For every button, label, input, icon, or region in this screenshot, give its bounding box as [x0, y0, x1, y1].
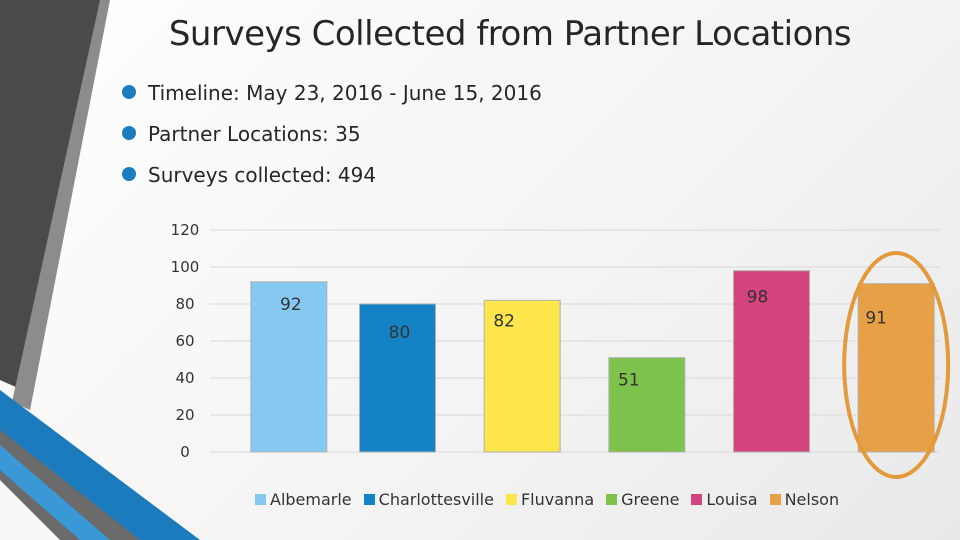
decoration-dark-stripe [0, 0, 100, 388]
y-tick-label: 40 [175, 369, 194, 387]
data-label-albemarle: 92 [280, 295, 302, 315]
legend-swatch [505, 494, 517, 505]
y-tick-label: 60 [175, 332, 194, 350]
legend-label: Fluvanna [520, 490, 595, 509]
legend-swatch [691, 494, 703, 505]
y-tick-label: 120 [171, 221, 200, 239]
bullet-list: Timeline: May 23, 2016 - June 15, 2016 P… [120, 76, 542, 199]
slide-title: Surveys Collected from Partner Locations [168, 14, 852, 54]
legend-swatch [769, 494, 781, 505]
highlight-ellipse [842, 251, 951, 479]
bullet-partner-locations: Partner Locations: 35 [120, 117, 542, 158]
data-label-nelson: 91 [865, 309, 887, 329]
bar-fluvanna [483, 299, 561, 453]
legend-label: Nelson [784, 490, 840, 509]
bullet-text: Partner Locations: 35 [148, 122, 361, 146]
legend-label: Louisa [706, 490, 758, 509]
legend-swatch [363, 494, 375, 505]
chart-legend: Albemarle Charlottesville Fluvanna Greene Lo… [255, 490, 839, 509]
bar-nelson [857, 283, 935, 453]
bar-greene [608, 357, 686, 453]
legend-label: Albemarle [270, 490, 352, 509]
bullet-dot-icon [122, 126, 136, 140]
legend-item-fluvanna: Fluvanna [505, 490, 595, 509]
data-label-fluvanna: 82 [493, 311, 515, 331]
bullet-surveys-collected: Surveys collected: 494 [120, 158, 542, 199]
bar-charlottesville [359, 303, 436, 453]
legend-item-charlottesville: Charlottesville [363, 490, 494, 509]
decoration-blue-highlight [0, 445, 110, 540]
legend-swatch [606, 494, 618, 505]
y-tick-label: 80 [175, 295, 194, 313]
data-label-charlottesville: 80 [389, 323, 411, 343]
bullet-dot-icon [122, 167, 136, 181]
legend-swatch [255, 494, 266, 505]
legend-item-louisa: Louisa [691, 490, 758, 509]
bullet-text: Timeline: May 23, 2016 - June 15, 2016 [148, 81, 542, 105]
decoration-blue-wedge [0, 390, 200, 540]
legend-label: Charlottesville [378, 490, 494, 509]
legend-item-nelson: Nelson [769, 490, 840, 509]
y-tick-label: 100 [171, 258, 200, 276]
data-label-louisa: 98 [747, 288, 769, 308]
decoration-light-stripe [12, 0, 110, 410]
bullet-text: Surveys collected: 494 [148, 163, 377, 187]
legend-item-greene: Greene [606, 490, 679, 509]
y-tick-label: 20 [175, 406, 194, 424]
bar-louisa [733, 270, 810, 453]
legend-label: Greene [621, 490, 680, 509]
bar-albemarle [250, 281, 328, 453]
bullet-dot-icon [122, 85, 136, 99]
data-label-greene: 51 [618, 371, 640, 391]
bullet-timeline: Timeline: May 23, 2016 - June 15, 2016 [120, 76, 542, 117]
legend-item-albemarle: Albemarle [255, 490, 352, 509]
y-tick-label: 0 [180, 443, 190, 461]
